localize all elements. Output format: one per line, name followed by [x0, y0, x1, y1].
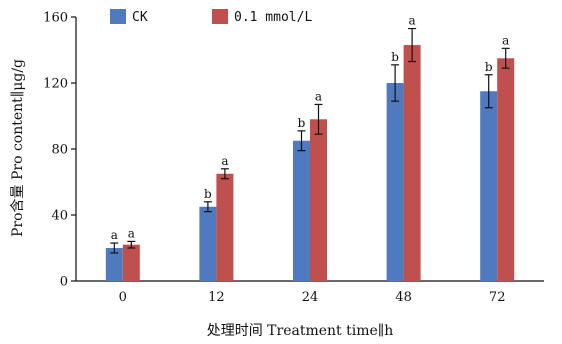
- bar-treatment: [310, 119, 327, 281]
- legend-label: CK: [132, 10, 148, 25]
- bar-ck: [386, 83, 404, 281]
- y-ticks: 0 40 80 120 160: [43, 11, 76, 290]
- x-tick-label: 0: [119, 290, 127, 305]
- legend-swatch: [212, 9, 228, 24]
- x-tick-label: 72: [489, 290, 506, 305]
- bar-treatment: [403, 45, 421, 281]
- significance-label: b: [298, 116, 306, 130]
- significance-label: b: [204, 187, 212, 201]
- significance-label: b: [391, 50, 399, 64]
- bar-ck: [293, 140, 310, 281]
- significance-label: a: [315, 89, 322, 103]
- legend-label: 0.1 mmol/L: [234, 10, 312, 25]
- x-tick-label: 48: [395, 290, 412, 305]
- x-axis-label: 处理时间 Treatment time∥h: [207, 323, 394, 339]
- significance-label: a: [128, 226, 135, 240]
- x-tick-label: 24: [302, 290, 319, 305]
- legend-swatch: [110, 9, 126, 24]
- bar-treatment: [216, 173, 234, 281]
- y-tick-label: 0: [60, 275, 68, 290]
- bar-ck: [199, 206, 217, 281]
- bar-treatment: [122, 244, 140, 281]
- bar-ck: [105, 248, 123, 281]
- significance-label: a: [502, 33, 509, 47]
- legend: CK 0.1 mmol/L: [110, 9, 312, 25]
- y-tick-label: 120: [43, 77, 68, 92]
- significance-label: a: [221, 154, 228, 168]
- y-axis-label: Pro含量 Pro content∥μg/g: [10, 59, 26, 237]
- bar-treatment: [497, 58, 515, 281]
- significance-label: b: [485, 60, 493, 74]
- y-tick-label: 40: [51, 209, 68, 224]
- significance-label: a: [111, 228, 118, 242]
- y-tick-label: 80: [51, 143, 68, 158]
- y-tick-label: 160: [43, 11, 68, 26]
- bar-ck: [480, 91, 498, 281]
- x-ticks: 0 12 24 48 72: [119, 290, 506, 305]
- significance-label: a: [409, 14, 416, 28]
- x-tick-label: 12: [208, 290, 225, 305]
